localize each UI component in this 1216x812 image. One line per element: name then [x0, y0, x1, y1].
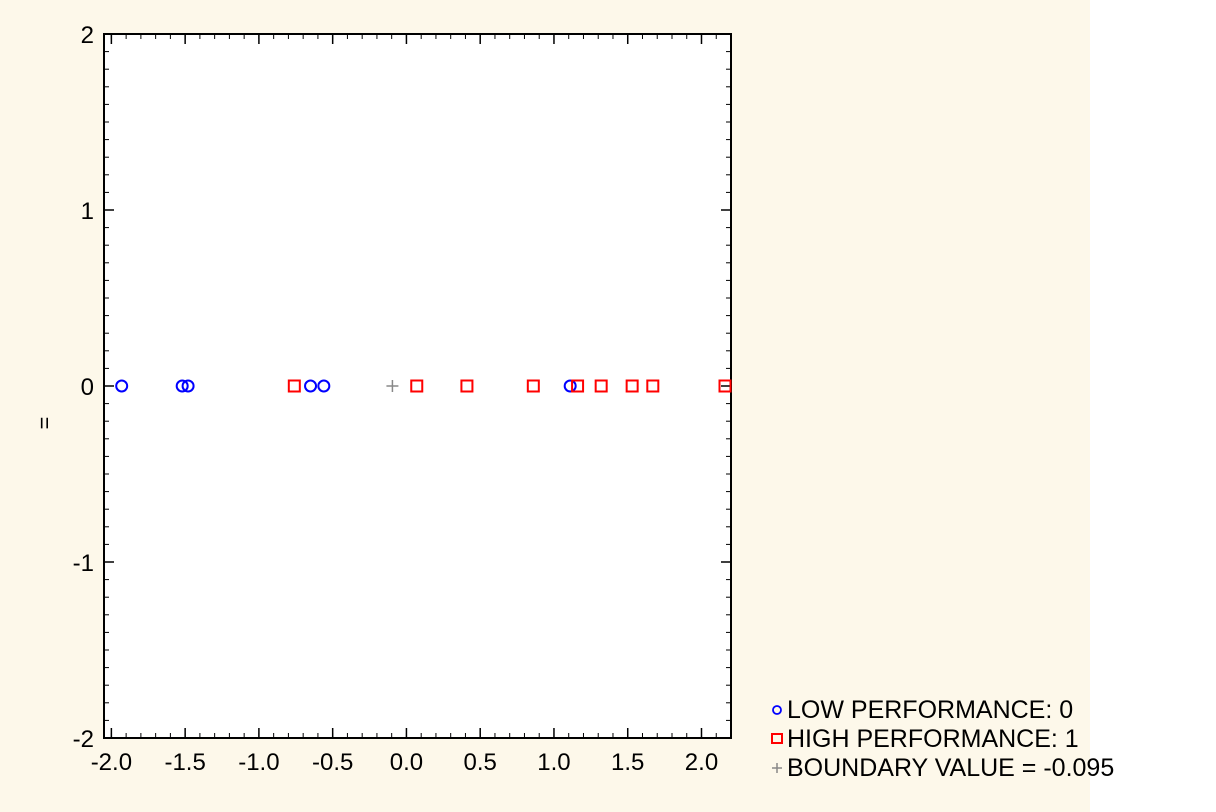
data-point-circle — [181, 379, 195, 393]
y-axis-label: = — [32, 417, 57, 430]
x-tick-labels: -2.0 -1.5 -1.0 -0.5 0.0 0.5 1.0 1.5 2.0 — [91, 749, 718, 776]
legend-swatch-square — [771, 733, 783, 744]
data-point-square — [625, 379, 639, 393]
y-tick-label: 1 — [81, 198, 94, 225]
legend-item: HIGH PERFORMANCE: 1 — [771, 725, 1079, 753]
legend-swatch-circle — [772, 705, 782, 715]
data-point-square — [410, 379, 424, 393]
x-tick-label: -0.5 — [312, 749, 353, 776]
data-point-square — [594, 379, 608, 393]
x-tick-label: 0.5 — [464, 749, 497, 776]
x-tick-label: 1.5 — [611, 749, 644, 776]
data-point-square — [571, 379, 585, 393]
y-tick-label: 0 — [81, 374, 94, 401]
x-tick-label: 0.0 — [390, 749, 423, 776]
data-point-square — [460, 379, 474, 393]
legend-label: LOW PERFORMANCE: 0 — [787, 696, 1073, 724]
tick-marks — [104, 33, 731, 739]
data-point-circle — [563, 379, 577, 393]
legend-label: HIGH PERFORMANCE: 1 — [787, 725, 1079, 753]
data-point-square — [646, 379, 660, 393]
legend-item: LOW PERFORMANCE: 0 — [772, 696, 1073, 724]
data-point-circle — [115, 379, 129, 393]
data-point-square — [718, 379, 732, 393]
x-tick-label: -1.5 — [164, 749, 205, 776]
data-point-circle — [317, 379, 331, 393]
data-point-circle — [304, 379, 318, 393]
x-tick-label: -2.0 — [91, 749, 132, 776]
legend-label: BOUNDARY VALUE = -0.095 — [787, 754, 1114, 782]
data-point-square — [287, 379, 301, 393]
data-point-plus — [386, 380, 399, 392]
legend-item: BOUNDARY VALUE = -0.095 — [772, 754, 1114, 782]
y-tick-label: -2 — [73, 726, 94, 753]
data-points — [115, 379, 732, 393]
x-tick-label: -1.0 — [238, 749, 279, 776]
y-tick-label: 2 — [81, 22, 94, 49]
data-point-circle — [175, 379, 189, 393]
y-tick-labels: 2 1 0 -1 -2 — [73, 22, 94, 753]
data-point-square — [526, 379, 540, 393]
y-tick-label: -1 — [73, 550, 94, 577]
x-tick-label: 1.0 — [537, 749, 570, 776]
x-tick-label: 2.0 — [685, 749, 718, 776]
